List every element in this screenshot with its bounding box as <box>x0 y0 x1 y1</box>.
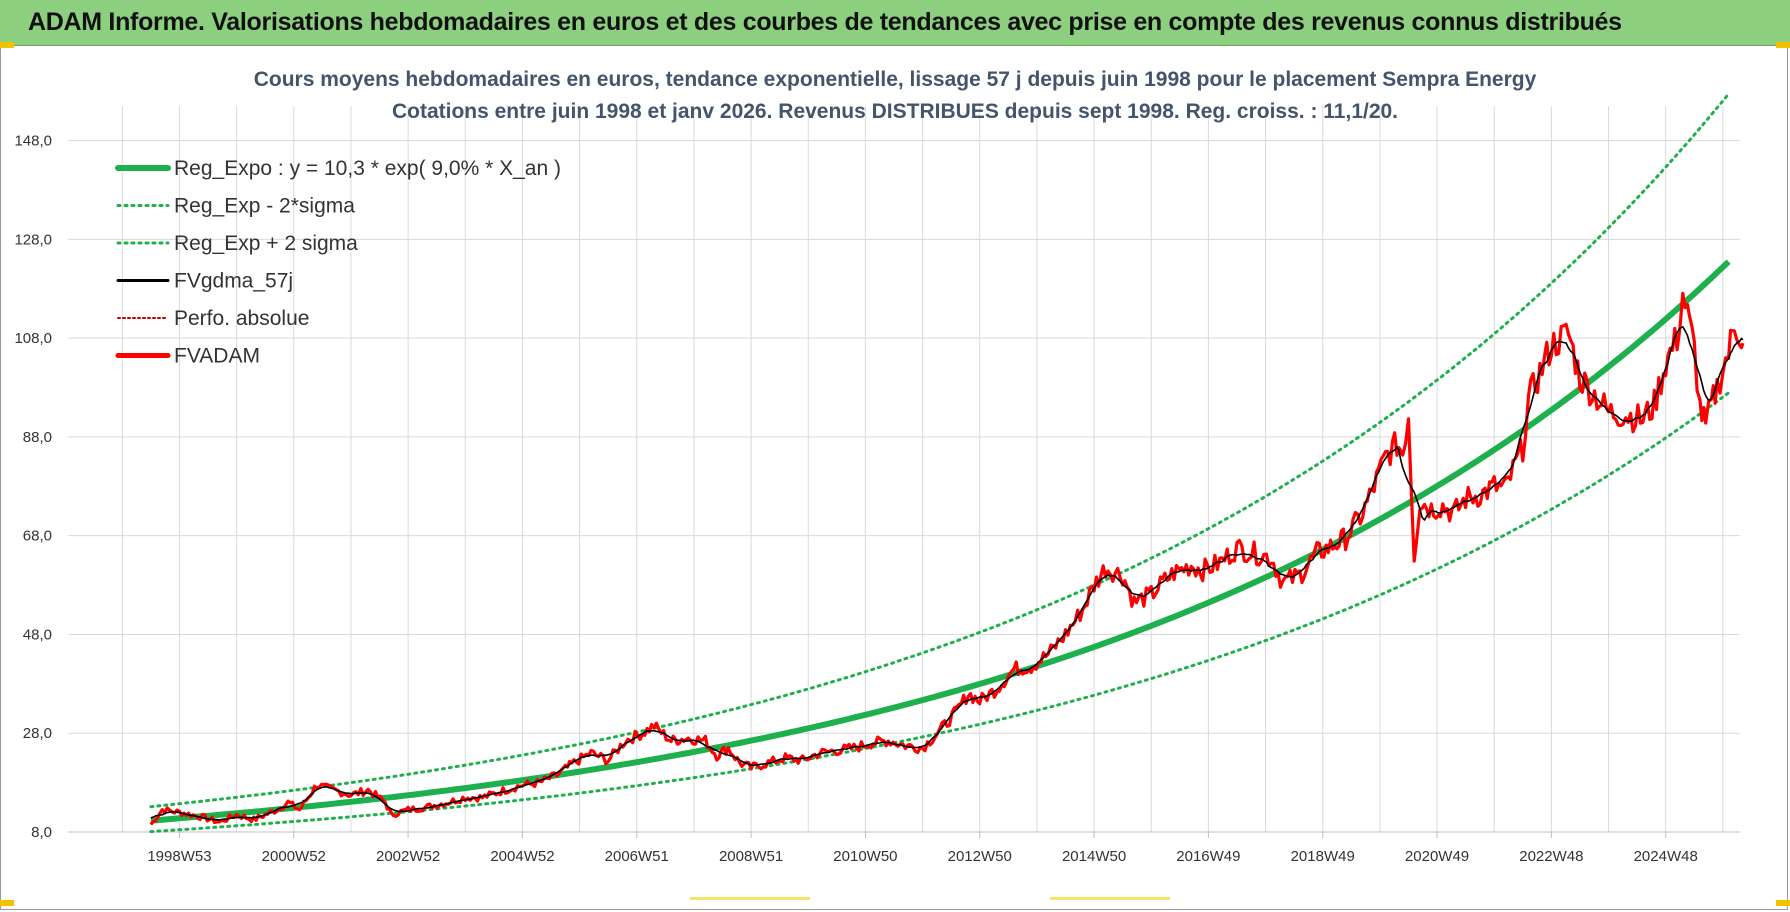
legend-entry: Reg_Expo : y = 10,3 * exp( 9,0% * X_an ) <box>174 157 561 180</box>
x-tick-label: 2024W48 <box>1634 848 1698 865</box>
series-fvgdma-57j <box>150 326 1744 821</box>
corner-mark-top-right <box>1776 42 1790 48</box>
x-tick-label: 2020W49 <box>1405 848 1469 865</box>
legend-entry: FVADAM <box>174 345 260 368</box>
y-tick-label: 88,0 <box>23 429 52 446</box>
series-reg-exp-minus-2sigma <box>149 391 1731 834</box>
chart-svg: 8,0 28,0 48,0 68,0 88,0 108,0 128,0 148,0 1998W… <box>14 68 1745 865</box>
corner-mark-bottom-right <box>1776 900 1790 906</box>
x-tick-label: 1998W53 <box>147 848 211 865</box>
y-tick-label: 108,0 <box>14 330 52 347</box>
y-tick-label: 68,0 <box>23 528 52 545</box>
legend-entry: Reg_Exp + 2 sigma <box>174 232 358 255</box>
x-axis: 1998W53 2000W52 2002W52 2004W52 2006W51 2008W… <box>68 831 1740 865</box>
grid-layer <box>68 106 1740 833</box>
y-tick-label: 128,0 <box>14 231 52 248</box>
x-tick-label: 2022W48 <box>1519 848 1583 865</box>
series-layer <box>149 92 1745 834</box>
legend: Reg_Expo : y = 10,3 * exp( 9,0% * X_an )… <box>115 157 561 368</box>
series-reg-exp-plus-2sigma <box>149 92 1731 809</box>
x-tick-label: 2018W49 <box>1291 848 1355 865</box>
chart-subtitle: Cotations entre juin 1998 et janv 2026. … <box>392 100 1398 123</box>
y-axis: 8,0 28,0 48,0 68,0 88,0 108,0 128,0 148,0 <box>14 133 52 841</box>
chart-title: Cours moyens hebdomadaires en euros, ten… <box>254 68 1537 91</box>
banner-title: ADAM Informe. Valorisations hebdomadaire… <box>28 8 1622 36</box>
series-fvadam <box>149 291 1745 826</box>
legend-entry: Perfo. absolue <box>174 307 309 330</box>
x-tick-label: 2000W52 <box>262 848 326 865</box>
x-tick-label: 2004W52 <box>490 848 554 865</box>
x-tick-label: 2014W50 <box>1062 848 1126 865</box>
corner-mark-top-left <box>0 42 14 48</box>
x-tick-label: 2006W51 <box>605 848 669 865</box>
report-banner: ADAM Informe. Valorisations hebdomadaire… <box>0 0 1790 46</box>
x-tick-label: 2016W49 <box>1176 848 1240 865</box>
x-tick-label: 2002W52 <box>376 848 440 865</box>
corner-mark-bottom-left <box>0 900 14 906</box>
legend-entry: Reg_Exp - 2*sigma <box>174 195 355 218</box>
bottom-mark-2 <box>1050 897 1170 900</box>
x-tick-label: 2012W50 <box>948 848 1012 865</box>
y-tick-label: 8,0 <box>31 824 52 841</box>
bottom-mark-1 <box>690 897 810 900</box>
series-reg-expo <box>150 259 1731 824</box>
x-tick-label: 2008W51 <box>719 848 783 865</box>
y-tick-label: 148,0 <box>14 133 52 150</box>
legend-entry: FVgdma_57j <box>174 270 293 293</box>
x-tick-label: 2010W50 <box>833 848 897 865</box>
y-tick-label: 28,0 <box>23 725 52 742</box>
y-tick-label: 48,0 <box>23 626 52 643</box>
